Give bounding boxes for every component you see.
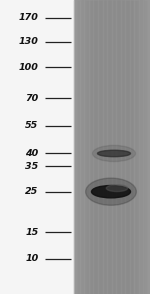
Text: 40: 40 <box>25 149 39 158</box>
Bar <box>141 0 142 294</box>
Bar <box>84 0 86 294</box>
Bar <box>137 0 138 294</box>
Bar <box>77 0 78 294</box>
Ellipse shape <box>106 185 128 192</box>
Bar <box>108 0 109 294</box>
Bar <box>128 0 129 294</box>
Bar <box>99 0 100 294</box>
Bar <box>124 0 126 294</box>
Bar <box>118 0 119 294</box>
Text: 10: 10 <box>25 254 39 263</box>
Bar <box>74 0 76 294</box>
Bar <box>82 0 83 294</box>
Text: 35: 35 <box>25 162 39 171</box>
Bar <box>115 0 117 294</box>
Bar <box>123 0 124 294</box>
Bar <box>146 0 147 294</box>
Bar <box>129 0 131 294</box>
Ellipse shape <box>93 146 135 162</box>
Bar <box>74 0 150 294</box>
Bar <box>0 0 74 294</box>
Bar <box>138 0 140 294</box>
Bar <box>95 0 96 294</box>
Text: 170: 170 <box>19 13 39 22</box>
Bar <box>105 0 106 294</box>
Bar <box>91 0 92 294</box>
Bar <box>81 0 82 294</box>
Bar <box>111 0 113 294</box>
Bar <box>83 0 84 294</box>
Bar <box>96 0 97 294</box>
Bar <box>133 0 135 294</box>
Bar <box>104 0 105 294</box>
Bar <box>135 0 136 294</box>
Bar <box>110 0 111 294</box>
Bar <box>88 0 90 294</box>
Bar <box>119 0 120 294</box>
Bar <box>132 0 133 294</box>
Bar <box>136 0 137 294</box>
Text: 25: 25 <box>25 187 39 196</box>
Bar <box>117 0 118 294</box>
Text: 100: 100 <box>19 63 39 71</box>
Bar <box>109 0 110 294</box>
Ellipse shape <box>98 150 130 157</box>
Text: 130: 130 <box>19 37 39 46</box>
Ellipse shape <box>92 186 130 198</box>
Bar <box>100 0 101 294</box>
Bar <box>113 0 114 294</box>
Text: 55: 55 <box>25 121 39 130</box>
Bar <box>101 0 102 294</box>
Text: 70: 70 <box>25 94 39 103</box>
Bar <box>97 0 99 294</box>
Bar <box>126 0 127 294</box>
Bar <box>106 0 108 294</box>
Bar <box>127 0 128 294</box>
Bar <box>93 0 95 294</box>
Bar <box>131 0 132 294</box>
Bar <box>147 0 149 294</box>
Bar <box>142 0 144 294</box>
Bar <box>114 0 115 294</box>
Bar <box>86 0 87 294</box>
Bar <box>140 0 141 294</box>
Text: 15: 15 <box>25 228 39 237</box>
Bar <box>92 0 93 294</box>
Bar <box>122 0 123 294</box>
Ellipse shape <box>86 178 136 205</box>
Bar <box>149 0 150 294</box>
Bar <box>79 0 81 294</box>
Bar <box>145 0 146 294</box>
Bar <box>76 0 77 294</box>
Bar <box>120 0 122 294</box>
Bar <box>102 0 104 294</box>
Bar <box>87 0 88 294</box>
Bar <box>78 0 79 294</box>
Bar <box>144 0 145 294</box>
Bar <box>90 0 91 294</box>
